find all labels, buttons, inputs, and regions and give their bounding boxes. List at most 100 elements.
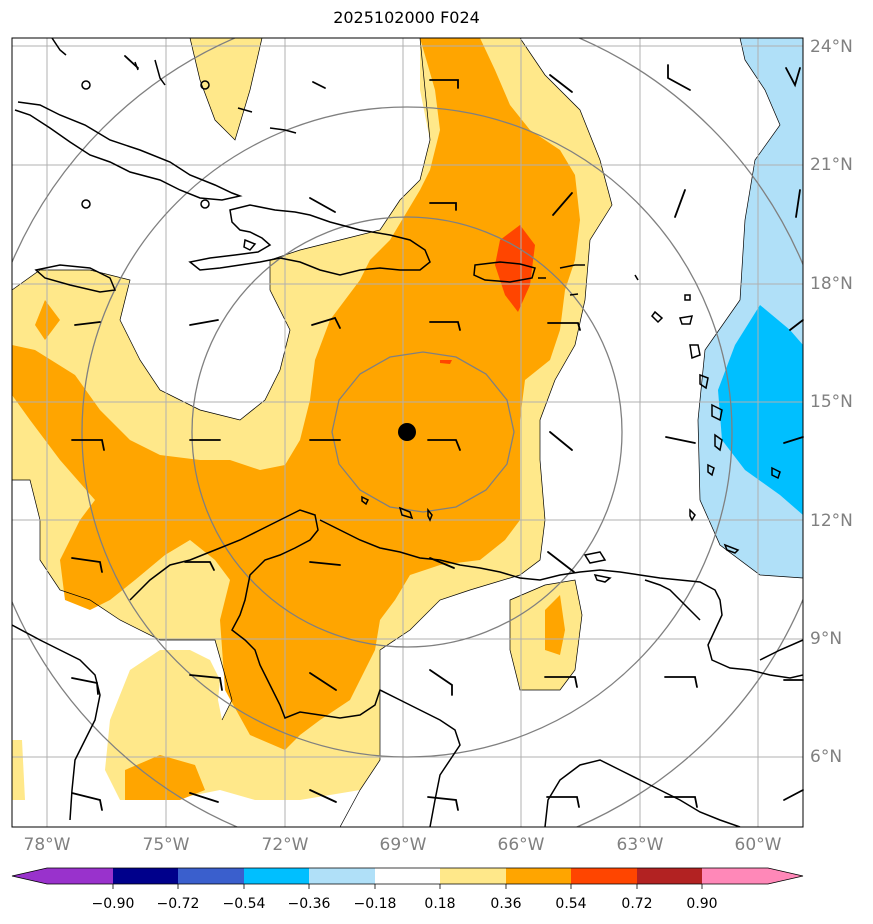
colorbar-tick-label: −0.18 <box>354 896 397 912</box>
colorbar-tick-label: −0.72 <box>157 896 200 912</box>
wind-barb <box>312 81 326 89</box>
wind-barb <box>311 316 341 329</box>
wind-barb <box>71 792 103 811</box>
lat-label-6n: 6°N <box>810 747 842 767</box>
colorbar-segment <box>12 868 47 884</box>
wind-barb <box>664 676 698 688</box>
storm-center-marker <box>398 423 416 441</box>
coast-hispaniola <box>188 204 431 276</box>
wind-barb <box>789 319 804 331</box>
colorbar-tick-label: 0.72 <box>621 896 652 912</box>
wind-barb <box>547 551 575 573</box>
wind-barb <box>674 189 686 218</box>
colorbar-tick-label: 0.54 <box>555 896 586 912</box>
colorbar-segment <box>47 868 113 884</box>
wind-barb <box>552 192 573 216</box>
contour-orange-se <box>545 595 565 655</box>
coast-islet-6 <box>361 495 370 506</box>
lat-label-21n: 21°N <box>810 155 853 175</box>
colorbar-segment <box>768 868 803 884</box>
contour-orange <box>12 38 580 750</box>
wind-barb <box>71 677 99 695</box>
lon-label-78w: 78°W <box>24 835 71 855</box>
coast-islet-1 <box>684 294 691 301</box>
wind-barb <box>667 64 691 91</box>
wind-barb <box>429 669 453 696</box>
range-rings <box>12 38 803 827</box>
coast-islet-8 <box>651 310 664 324</box>
coast-islet-17 <box>51 38 166 86</box>
colorbar-segment <box>702 868 768 884</box>
wind-barb <box>549 74 573 93</box>
coast-cuba <box>14 101 243 201</box>
wind-barb <box>427 439 461 451</box>
coast-islet-11 <box>593 573 612 583</box>
coast-islet-9 <box>689 508 696 522</box>
coast-islet-16 <box>237 107 297 134</box>
wind-barb <box>546 796 580 808</box>
contour-lines <box>12 38 803 827</box>
latitude-labels: 24°N 21°N 18°N 15°N 12°N 9°N 6°N <box>810 37 853 767</box>
wind-barb <box>71 439 105 451</box>
wind-barb <box>427 796 459 811</box>
contour-sky-blue <box>718 305 803 515</box>
colorbar-segment <box>113 868 178 884</box>
map-title: 2025102000 F024 <box>333 8 480 27</box>
coast-lesser-antilles-5 <box>707 463 715 477</box>
colorbar-tick-label: 0.90 <box>686 896 717 912</box>
colorbar-segment <box>309 868 375 884</box>
coast-south-america <box>12 509 803 827</box>
colorbar-tick-label: −0.90 <box>92 896 135 912</box>
wind-barb <box>664 796 698 808</box>
lat-label-12n: 12°N <box>810 511 853 531</box>
wind-barb <box>795 189 801 218</box>
wind-barb <box>544 676 578 688</box>
wind-barb <box>309 197 336 213</box>
coast-islet-14 <box>81 199 91 209</box>
coast-islet-15 <box>200 199 210 209</box>
coast-lesser-antilles-1 <box>689 344 701 360</box>
map-frame <box>11 37 804 828</box>
colorbar-segment <box>178 868 244 884</box>
coast-islet-19 <box>634 274 639 281</box>
lon-label-69w: 69°W <box>380 835 427 855</box>
wind-barb <box>74 321 101 326</box>
colorbar-segment <box>244 868 309 884</box>
coast-lesser-antilles-3 <box>711 403 723 422</box>
lon-label-63w: 63°W <box>617 835 664 855</box>
wind-barbs <box>71 55 804 811</box>
range-ring-2 <box>191 216 623 648</box>
wind-barb <box>309 672 337 691</box>
wind-barb <box>184 561 215 571</box>
lat-label-15n: 15°N <box>810 392 853 412</box>
lat-label-18n: 18°N <box>810 274 853 294</box>
colorbar-segment <box>440 868 506 884</box>
wind-barb <box>124 55 139 69</box>
lat-label-9n: 9°N <box>810 629 842 649</box>
colorbar-tick-label: −0.54 <box>223 896 266 912</box>
wind-barb <box>429 202 457 211</box>
colorbar-segment <box>506 868 571 884</box>
wind-barb <box>429 79 459 89</box>
coast-islet-3 <box>583 551 607 564</box>
coast-lesser-antilles-6 <box>771 466 781 480</box>
wind-barb <box>783 436 804 444</box>
colorbar-segment <box>375 868 440 884</box>
wind-barb <box>309 561 341 566</box>
wind-barb <box>665 436 696 444</box>
colorbar-segment <box>637 868 702 884</box>
coast-islet-12 <box>81 80 91 90</box>
lon-label-60w: 60°W <box>735 835 782 855</box>
coast-islet-20 <box>644 579 701 621</box>
coast-islet-5 <box>427 507 433 522</box>
coast-jamaica <box>34 264 117 293</box>
longitude-labels: 78°W 75°W 72°W 69°W 66°W 63°W 60°W <box>24 835 782 855</box>
coast-islet-2 <box>679 315 694 325</box>
contour-red-dot <box>440 360 452 364</box>
lon-label-72w: 72°W <box>262 835 309 855</box>
colorbar-tick-label: 0.18 <box>424 896 455 912</box>
contour-yellow-sw <box>12 740 25 800</box>
coast-islet-4 <box>398 506 414 520</box>
coast-islet-7 <box>243 238 257 251</box>
